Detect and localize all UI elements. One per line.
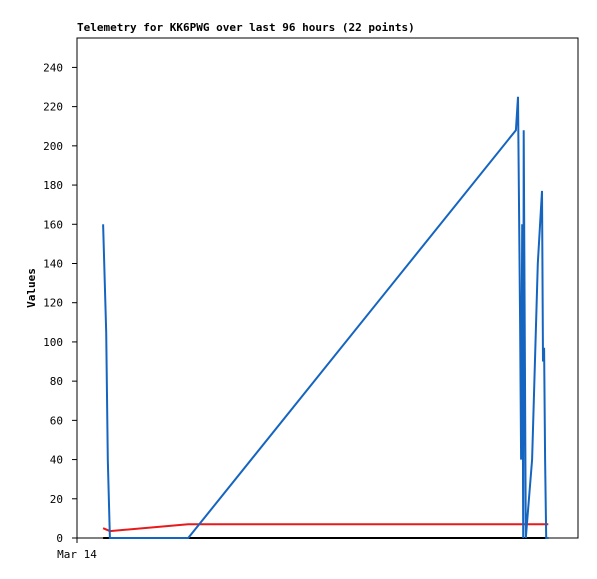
y-tick-label: 100: [43, 336, 63, 349]
y-tick-label: 40: [50, 454, 63, 467]
y-axis-label: Values: [25, 268, 38, 308]
y-tick-label: 0: [56, 532, 63, 545]
series-line: [102, 523, 549, 533]
y-tick-label: 80: [50, 375, 63, 388]
y-tick-label: 20: [50, 493, 63, 506]
y-tick-label: 160: [43, 218, 63, 231]
y-tick-label: 140: [43, 257, 63, 270]
chart-title: Telemetry for KK6PWG over last 96 hours …: [77, 21, 415, 34]
y-tick-label: 60: [50, 414, 63, 427]
y-tick-label: 120: [43, 297, 63, 310]
x-tick-label: Mar 14: [57, 548, 97, 561]
y-tick-label: 240: [43, 61, 63, 74]
plot-frame: [76, 37, 579, 539]
y-tick-label: 220: [43, 101, 63, 114]
y-tick-label: 200: [43, 140, 63, 153]
y-tick-label: 180: [43, 179, 63, 192]
series-line: [102, 96, 549, 539]
